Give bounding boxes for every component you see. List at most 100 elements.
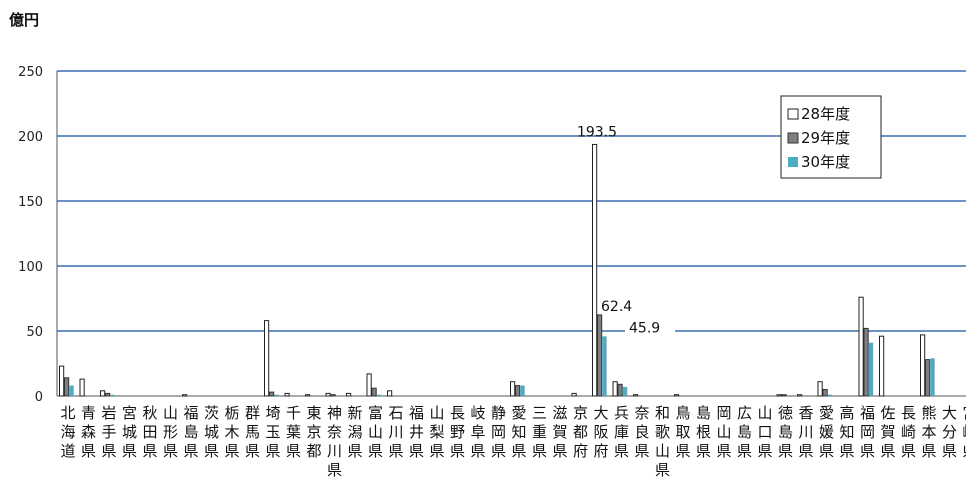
y-tick-label: 0 <box>35 390 43 405</box>
bar <box>828 395 832 396</box>
x-tick-label: 新潟県 <box>347 404 362 460</box>
x-tick-label: 石川県 <box>388 404 403 460</box>
x-tick-label: 岐阜県 <box>470 404 485 460</box>
data-label: 45.9 <box>629 320 660 336</box>
legend-swatch <box>788 109 798 119</box>
y-tick-label: 50 <box>26 325 43 340</box>
x-tick-label: 秋田県 <box>142 404 157 460</box>
y-axis-ticks: 0 50 100 150 200 250 <box>18 65 43 405</box>
y-tick-label: 200 <box>18 130 43 145</box>
bar <box>818 382 822 396</box>
x-tick-label: 群馬県 <box>245 404 260 460</box>
bar <box>777 395 781 396</box>
x-tick-label: 滋賀県 <box>552 404 567 460</box>
y-tick-label: 100 <box>18 260 43 275</box>
bar <box>306 395 310 396</box>
x-tick-label: 長野県 <box>450 404 465 460</box>
legend: 28年度 29年度 30年度 <box>781 96 881 178</box>
annotations: 193.5 62.4 45.9 <box>577 124 675 337</box>
bar <box>880 336 884 396</box>
x-tick-label: 島根県 <box>696 404 711 460</box>
x-tick-label: 宮城県 <box>122 404 137 460</box>
x-tick-label: 大阪府 <box>593 404 608 460</box>
bar <box>80 379 84 396</box>
bar <box>618 384 622 396</box>
bar <box>275 395 279 396</box>
y-tick-label: 250 <box>18 65 43 80</box>
legend-swatch <box>788 133 798 143</box>
x-tick-label: 佐賀県 <box>880 404 895 460</box>
bar <box>598 315 602 396</box>
bar <box>388 391 392 396</box>
x-tick-label: 茨城県 <box>204 404 219 460</box>
legend-label: 30年度 <box>801 153 850 171</box>
bar <box>347 393 351 396</box>
data-label: 62.4 <box>601 299 632 315</box>
legend-label: 28年度 <box>801 105 850 123</box>
x-tick-label: 熊本県 <box>921 404 936 460</box>
bar <box>377 395 381 396</box>
bar <box>798 395 802 396</box>
bar <box>926 360 930 396</box>
bar <box>864 328 868 396</box>
x-tick-label: 広島県 <box>737 404 752 460</box>
bar <box>511 382 515 396</box>
unit-label: 億円 <box>9 11 39 29</box>
x-tick-label: 大分県 <box>942 404 957 460</box>
bar <box>101 391 105 396</box>
x-tick-label: 宮崎県 <box>962 404 966 460</box>
x-tick-label: 富山県 <box>368 404 383 460</box>
bar <box>593 144 597 396</box>
legend-label: 29年度 <box>801 129 850 147</box>
bar <box>367 374 371 396</box>
bar <box>782 395 786 396</box>
legend-swatch <box>788 157 798 167</box>
x-tick-label: 岡山県 <box>716 404 731 460</box>
x-tick-label: 高知県 <box>839 404 854 460</box>
x-tick-label: 愛媛県 <box>819 404 834 460</box>
x-tick-label: 栃木県 <box>224 404 239 460</box>
bar <box>634 395 638 396</box>
x-tick-label: 和歌山県 <box>655 404 670 479</box>
bar <box>65 378 69 396</box>
x-tick-label: 愛知県 <box>511 404 526 460</box>
x-tick-label: 岩手県 <box>101 404 116 460</box>
x-tick-label: 山梨県 <box>429 404 444 460</box>
x-tick-label: 東京都 <box>306 404 321 460</box>
bar <box>603 336 607 396</box>
data-label: 193.5 <box>577 124 617 140</box>
bar <box>70 386 74 396</box>
bar <box>183 395 187 396</box>
bar <box>331 395 335 396</box>
bar <box>675 395 679 396</box>
y-tick-label: 150 <box>18 195 43 210</box>
bar <box>921 335 925 396</box>
x-tick-label: 北海道 <box>60 404 75 460</box>
x-tick-label: 千葉県 <box>286 404 301 460</box>
x-tick-label: 神奈川県 <box>327 404 342 479</box>
bar <box>572 393 576 396</box>
x-axis-labels: 北海道青森県岩手県宮城県秋田県山形県福島県茨城県栃木県群馬県埼玉県千葉県東京都神… <box>60 404 966 479</box>
x-tick-label: 福井県 <box>409 404 424 460</box>
x-tick-label: 埼玉県 <box>265 404 280 460</box>
bar <box>60 366 64 396</box>
bar <box>326 393 330 396</box>
x-tick-label: 京都府 <box>573 404 588 460</box>
bar <box>265 321 269 396</box>
x-tick-label: 鳥取県 <box>675 404 690 460</box>
bar <box>521 386 525 396</box>
x-tick-label: 兵庫県 <box>614 404 629 460</box>
bar <box>859 297 863 396</box>
x-tick-label: 青森県 <box>81 404 96 460</box>
bar <box>285 393 289 396</box>
x-tick-label: 福島県 <box>183 404 198 460</box>
x-tick-label: 三重県 <box>532 404 547 460</box>
bars <box>60 144 966 396</box>
x-tick-label: 香川県 <box>798 404 813 460</box>
bar <box>623 387 627 396</box>
x-tick-label: 長崎県 <box>901 404 916 460</box>
x-tick-label: 山形県 <box>163 404 178 460</box>
bar <box>270 392 274 396</box>
x-tick-label: 福岡県 <box>860 404 875 460</box>
